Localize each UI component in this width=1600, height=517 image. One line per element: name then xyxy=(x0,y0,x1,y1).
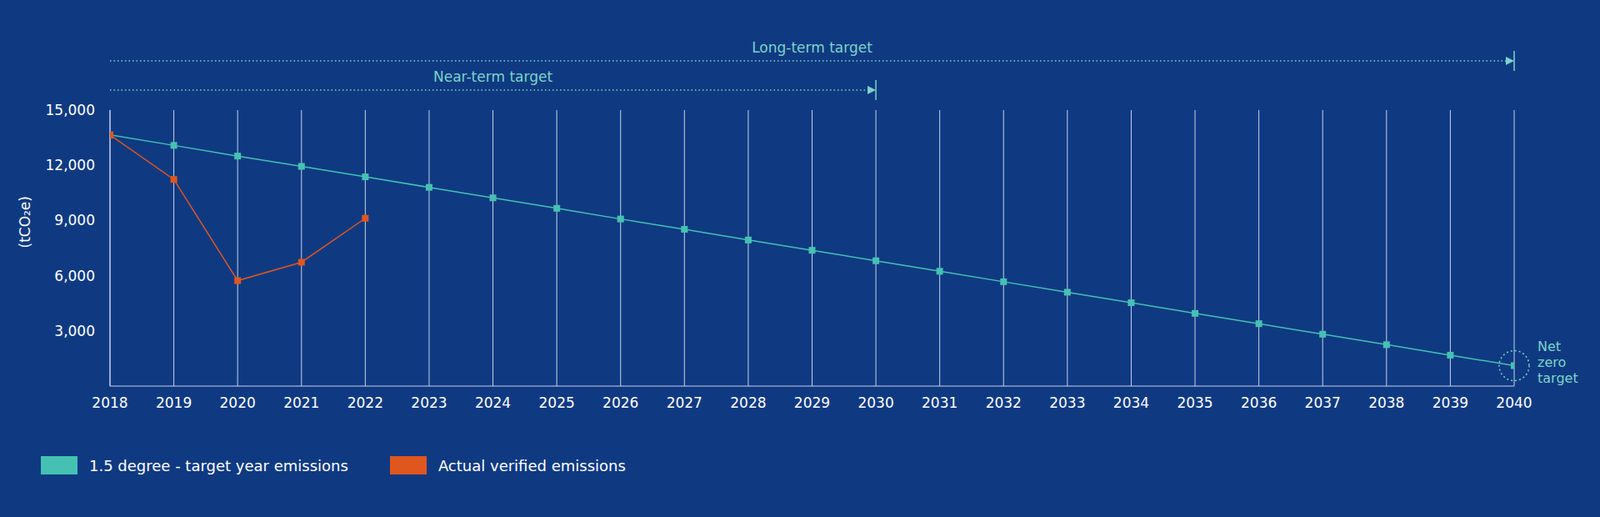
svg-text:2020: 2020 xyxy=(220,394,256,411)
svg-text:2039: 2039 xyxy=(1432,394,1469,411)
html-text:Actual verified emissions: Actual verified emissions xyxy=(438,456,626,474)
svg-text:12,000: 12,000 xyxy=(45,156,95,174)
svg-text:3,000: 3,000 xyxy=(54,322,95,340)
svg-text:2027: 2027 xyxy=(666,394,703,411)
svg-text:2025: 2025 xyxy=(539,394,575,411)
svg-text:Long-term target: Long-term target xyxy=(751,39,873,56)
svg-text:2026: 2026 xyxy=(602,394,639,411)
html-text:1.5 degree - target year emiss: 1.5 degree - target year emissions xyxy=(89,456,349,474)
svg-text:2028: 2028 xyxy=(730,394,766,411)
svg-text:2024: 2024 xyxy=(475,394,511,411)
svg-text:2022: 2022 xyxy=(347,394,384,411)
svg-text:Near-term target: Near-term target xyxy=(433,68,553,85)
svg-text:6,000: 6,000 xyxy=(54,267,95,285)
svg-text:2029: 2029 xyxy=(794,394,830,411)
svg-text:Netzerotarget: Netzerotarget xyxy=(1537,338,1579,386)
svg-text:2032: 2032 xyxy=(985,394,1022,411)
svg-text:2036: 2036 xyxy=(1240,394,1277,411)
svg-text:2038: 2038 xyxy=(1368,394,1405,411)
svg-text:2035: 2035 xyxy=(1176,394,1213,411)
svg-text:9,000: 9,000 xyxy=(54,211,95,229)
svg-text:2034: 2034 xyxy=(1113,394,1150,411)
svg-text:2040: 2040 xyxy=(1495,394,1532,411)
svg-text:2021: 2021 xyxy=(283,394,320,411)
svg-text:2019: 2019 xyxy=(155,394,192,411)
svg-text:2037: 2037 xyxy=(1305,394,1341,411)
svg-text:2033: 2033 xyxy=(1049,394,1085,411)
svg-text:15,000: 15,000 xyxy=(45,101,95,119)
svg-text:2031: 2031 xyxy=(921,394,958,411)
svg-text:2030: 2030 xyxy=(857,394,894,411)
svg-text:2023: 2023 xyxy=(410,394,447,411)
svg-text:(tCO₂e): (tCO₂e) xyxy=(16,195,34,248)
svg-text:2018: 2018 xyxy=(91,394,128,411)
